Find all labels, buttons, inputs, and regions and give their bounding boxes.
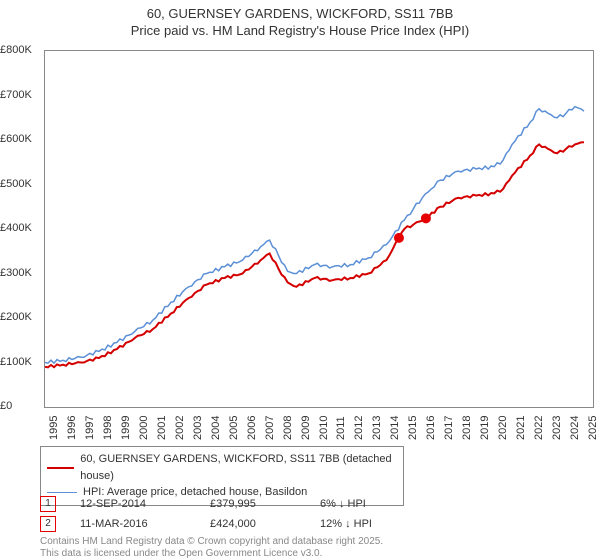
sale-dot — [394, 233, 404, 243]
sale-delta: 6% ↓ HPI — [320, 498, 440, 510]
y-tick-label: £200K — [0, 311, 44, 323]
x-tick-label: 1996 — [66, 416, 78, 440]
x-tick-label: 1999 — [120, 416, 132, 440]
x-tick-label: 2024 — [569, 416, 581, 440]
chart-plot-area — [44, 50, 594, 408]
x-tick-label: 1995 — [48, 416, 60, 440]
x-tick-label: 2014 — [389, 416, 401, 440]
y-tick-label: £700K — [0, 89, 44, 101]
x-tick-label: 2007 — [264, 416, 276, 440]
x-tick-label: 2011 — [335, 416, 347, 440]
x-tick-label: 2001 — [156, 416, 168, 440]
x-tick-label: 2021 — [515, 416, 527, 440]
x-tick-label: 2000 — [138, 416, 150, 440]
legend-swatch — [47, 467, 74, 469]
x-tick-label: 2003 — [192, 416, 204, 440]
x-tick-label: 2017 — [443, 416, 455, 440]
x-tick-label: 2002 — [174, 416, 186, 440]
footer-line1: Contains HM Land Registry data © Crown c… — [40, 536, 383, 548]
sale-delta: 12% ↓ HPI — [320, 518, 440, 530]
x-tick-label: 2005 — [228, 416, 240, 440]
title-line2: Price paid vs. HM Land Registry's House … — [0, 23, 600, 40]
legend-label: 60, GUERNSEY GARDENS, WICKFORD, SS11 7BB… — [80, 451, 397, 484]
sale-date: 11-MAR-2016 — [80, 518, 210, 530]
chart-title: 60, GUERNSEY GARDENS, WICKFORD, SS11 7BB… — [0, 0, 600, 40]
y-tick-label: £0 — [0, 400, 44, 412]
x-tick-label: 2010 — [318, 416, 330, 440]
x-tick-label: 2022 — [533, 416, 545, 440]
legend-item: 60, GUERNSEY GARDENS, WICKFORD, SS11 7BB… — [47, 451, 397, 484]
x-tick-label: 2012 — [353, 416, 365, 440]
y-tick-label: £300K — [0, 267, 44, 279]
x-tick-label: 2009 — [300, 416, 312, 440]
x-tick-label: 2020 — [497, 416, 509, 440]
y-tick-label: £100K — [0, 356, 44, 368]
x-tick-label: 2015 — [407, 416, 419, 440]
y-tick-label: £600K — [0, 133, 44, 145]
footer-line2: This data is licensed under the Open Gov… — [40, 548, 383, 560]
series-property — [45, 142, 584, 367]
x-tick-label: 1998 — [102, 416, 114, 440]
y-tick-label: £500K — [0, 178, 44, 190]
sale-row: 2 11-MAR-2016£424,00012% ↓ HPI — [40, 514, 440, 534]
x-tick-label: 2006 — [246, 416, 258, 440]
title-line1: 60, GUERNSEY GARDENS, WICKFORD, SS11 7BB — [0, 6, 600, 23]
sale-index-badge: 1 — [40, 496, 56, 512]
sale-dot — [421, 213, 431, 223]
x-tick-label: 2023 — [551, 416, 563, 440]
sale-date: 12-SEP-2014 — [80, 498, 210, 510]
x-tick-label: 1997 — [84, 416, 96, 440]
legend-swatch — [47, 492, 77, 493]
sale-price: £379,995 — [210, 498, 320, 510]
sale-row: 1 12-SEP-2014£379,9956% ↓ HPI — [40, 494, 440, 514]
sale-index-badge: 2 — [40, 516, 56, 532]
y-tick-label: £400K — [0, 222, 44, 234]
sale-price: £424,000 — [210, 518, 320, 530]
x-tick-label: 2008 — [282, 416, 294, 440]
x-tick-label: 2025 — [587, 416, 599, 440]
x-tick-label: 2013 — [371, 416, 383, 440]
footer-attribution: Contains HM Land Registry data © Crown c… — [40, 536, 383, 560]
line-chart-svg — [45, 51, 593, 407]
x-tick-label: 2004 — [210, 416, 222, 440]
series-hpi — [45, 107, 584, 364]
y-tick-label: £800K — [0, 44, 44, 56]
x-tick-label: 2018 — [461, 416, 473, 440]
x-tick-label: 2016 — [425, 416, 437, 440]
sales-table: 1 12-SEP-2014£379,9956% ↓ HPI 2 11-MAR-2016… — [40, 494, 440, 534]
x-tick-label: 2019 — [479, 416, 491, 440]
